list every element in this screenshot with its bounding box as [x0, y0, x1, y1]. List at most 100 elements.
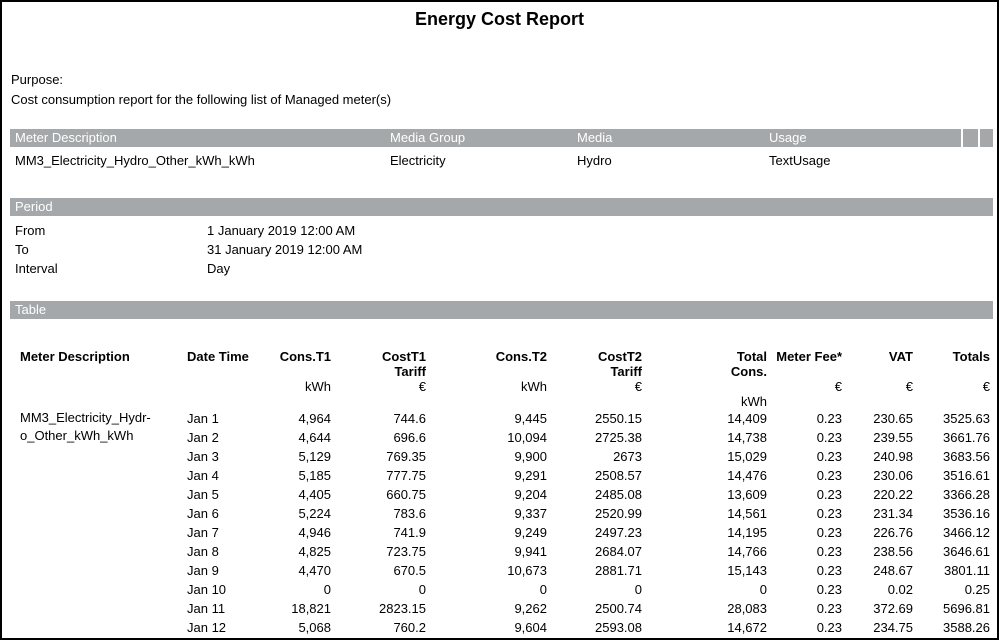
- column-unit: [642, 379, 767, 394]
- cell-cost-t2: 2881.71: [547, 561, 642, 580]
- column-header: Totals €: [913, 349, 990, 409]
- usage-value: TextUsage: [769, 151, 830, 170]
- column-unit: kWh: [426, 379, 547, 394]
- period-section-label: Period: [15, 198, 53, 216]
- cell-meter-fee: 0.23: [767, 542, 842, 561]
- meter-description-text: [20, 504, 185, 523]
- column-title-line2: [842, 364, 913, 379]
- column-header: Date Time: [185, 349, 263, 409]
- table-row: Jan 10 0 0 0 0 0 0.23 0.02 0.25: [10, 580, 990, 599]
- cell-meter-description: [10, 485, 185, 504]
- cell-vat: 240.98: [842, 447, 913, 466]
- cell-meter-fee: 0.23: [767, 561, 842, 580]
- cell-total-cons: 14,195: [642, 523, 767, 542]
- cell-cons-t2: 9,262: [426, 599, 547, 618]
- cell-cost-t1: 723.75: [331, 542, 426, 561]
- cell-meter-description: [10, 523, 185, 542]
- cell-meter-fee: 0.23: [767, 466, 842, 485]
- meter-description-text: [20, 561, 185, 580]
- cell-meter-fee: 0.23: [767, 580, 842, 599]
- cell-cost-t2: 2500.74: [547, 599, 642, 618]
- cell-cons-t2: 10,673: [426, 561, 547, 580]
- cell-vat: 231.34: [842, 504, 913, 523]
- table-body: MM3_Electricity_Hydr- o_Other_kWh_kWh Ja…: [10, 409, 990, 637]
- cell-cost-t1: 670.5: [331, 561, 426, 580]
- header-separator: [961, 129, 963, 147]
- meter-description-text: [20, 523, 185, 542]
- column-unit-line2: [263, 394, 331, 409]
- cell-meter-description: [10, 504, 185, 523]
- table-section-label: Table: [15, 301, 46, 319]
- cell-vat: 238.56: [842, 542, 913, 561]
- column-title: VAT: [842, 349, 913, 364]
- meter-description-text: MM3_Electricity_Hydr- o_Other_kWh_kWh: [20, 409, 185, 428]
- column-unit-line2: [426, 394, 547, 409]
- column-header: CostT1 Tariff €: [331, 349, 426, 409]
- cell-cons-t1: 4,825: [263, 542, 331, 561]
- column-title-line2: [426, 364, 547, 379]
- column-header: Meter Description: [10, 349, 185, 409]
- cell-total-cons: 14,672: [642, 618, 767, 637]
- cell-vat: 230.65: [842, 409, 913, 428]
- cell-cons-t2: 9,291: [426, 466, 547, 485]
- cell-meter-description: [10, 561, 185, 580]
- cell-cons-t2: 9,941: [426, 542, 547, 561]
- cell-cost-t2: 2497.23: [547, 523, 642, 542]
- cell-cost-t1: 741.9: [331, 523, 426, 542]
- cell-vat: 0.02: [842, 580, 913, 599]
- column-title-line2: [767, 364, 842, 379]
- meter-description-text: [20, 447, 185, 466]
- cell-date-time: Jan 5: [185, 485, 263, 504]
- cell-meter-description: [10, 599, 185, 618]
- cell-cost-t2: 0: [547, 580, 642, 599]
- media-value: Hydro: [577, 151, 612, 170]
- cell-cost-t2: 2485.08: [547, 485, 642, 504]
- cell-cost-t1: 660.75: [331, 485, 426, 504]
- cell-total-cons: 15,029: [642, 447, 767, 466]
- column-unit: €: [842, 379, 913, 394]
- period-to-label: To: [15, 240, 207, 259]
- cell-totals: 3646.61: [913, 542, 990, 561]
- cell-meter-fee: 0.23: [767, 428, 842, 447]
- cell-date-time: Jan 8: [185, 542, 263, 561]
- column-unit-line2: [913, 394, 990, 409]
- cell-cons-t1: 18,821: [263, 599, 331, 618]
- table-row: Jan 9 4,470 670.5 10,673 2881.71 15,143 …: [10, 561, 990, 580]
- cell-meter-fee: 0.23: [767, 485, 842, 504]
- cell-vat: 220.22: [842, 485, 913, 504]
- column-title: Total: [642, 349, 767, 364]
- cell-total-cons: 14,738: [642, 428, 767, 447]
- cell-totals: 3683.56: [913, 447, 990, 466]
- cell-totals: 3661.76: [913, 428, 990, 447]
- column-header: Cons.T2 kWh: [426, 349, 547, 409]
- cell-meter-fee: 0.23: [767, 409, 842, 428]
- cell-cons-t1: 4,644: [263, 428, 331, 447]
- cell-cost-t1: 0: [331, 580, 426, 599]
- cell-meter-description: [10, 466, 185, 485]
- cell-cons-t1: 5,224: [263, 504, 331, 523]
- cell-total-cons: 14,561: [642, 504, 767, 523]
- cell-cost-t2: 2508.57: [547, 466, 642, 485]
- column-unit-line2: [187, 394, 263, 409]
- cell-meter-fee: 0.23: [767, 523, 842, 542]
- meter-description-text: [20, 485, 185, 504]
- table-row: Jan 8 4,825 723.75 9,941 2684.07 14,766 …: [10, 542, 990, 561]
- column-unit: €: [913, 379, 990, 394]
- cell-cons-t1: 4,470: [263, 561, 331, 580]
- column-title: CostT2: [547, 349, 642, 364]
- meter-info-row: MM3_Electricity_Hydro_Other_kWh_kWh Elec…: [10, 151, 993, 170]
- column-header: CostT2 Tariff €: [547, 349, 642, 409]
- table-row: Jan 6 5,224 783.6 9,337 2520.99 14,561 0…: [10, 504, 990, 523]
- column-unit: €: [331, 379, 426, 394]
- column-unit-line2: [20, 394, 185, 409]
- table-row: Jan 2 4,644 696.6 10,094 2725.38 14,738 …: [10, 428, 990, 447]
- cell-date-time: Jan 6: [185, 504, 263, 523]
- period-to-value: 31 January 2019 12:00 AM: [207, 242, 362, 257]
- cell-meter-fee: 0.23: [767, 599, 842, 618]
- cell-total-cons: 15,143: [642, 561, 767, 580]
- cell-meter-description: [10, 618, 185, 637]
- period-interval-value: Day: [207, 261, 230, 276]
- column-unit-line2: [331, 394, 426, 409]
- cell-date-time: Jan 2: [185, 428, 263, 447]
- column-title: Cons.T2: [426, 349, 547, 364]
